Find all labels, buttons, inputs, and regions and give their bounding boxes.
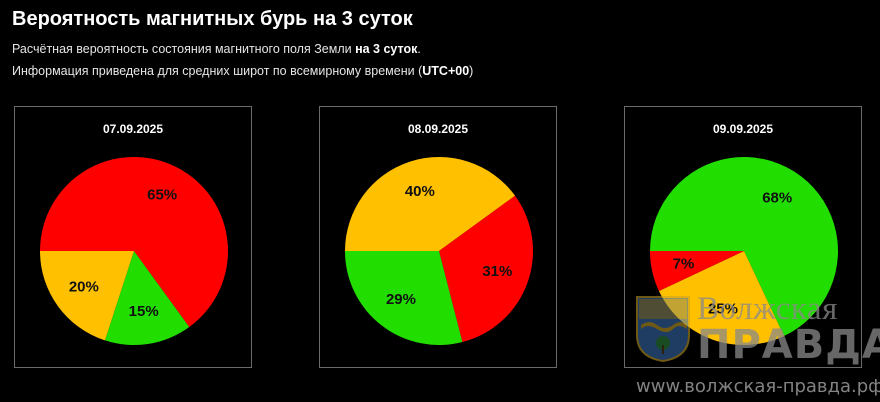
description-text: Расчётная вероятность состояния магнитно… <box>12 42 356 56</box>
watermark-name: Волжская <box>697 291 838 327</box>
forecast-panel-day-1: 07.09.2025 65% 15% 20% <box>14 106 252 368</box>
pie-slice <box>345 251 463 345</box>
panel-date: 08.09.2025 <box>407 122 469 136</box>
forecast-panel-day-3: 09.09.2025 68% 25% 7% <box>624 106 862 368</box>
description-text: . <box>417 42 421 56</box>
watermark-url: www.волжская-правда.рф <box>636 376 880 397</box>
slice-label: 15% <box>129 303 159 320</box>
city-coat-of-arms-icon <box>636 296 690 363</box>
forecast-panel-day-2: 08.09.2025 40% 31% 29% <box>319 106 557 368</box>
slice-label: 20% <box>69 278 99 295</box>
pie-slice <box>650 251 744 292</box>
pie-chart: 65% 15% 20% <box>40 157 229 345</box>
watermark-name: ПРАВДА <box>697 322 880 368</box>
slice-label: 65% <box>147 187 177 204</box>
pie-slice <box>650 156 838 337</box>
panel-date: 09.09.2025 <box>712 122 774 136</box>
pie-slice <box>439 195 533 343</box>
page-title: Вероятность магнитных бурь на 3 суток <box>12 8 413 30</box>
slice-label: 40% <box>405 183 435 200</box>
slice-label: 7% <box>673 255 695 272</box>
pie-slice <box>658 251 785 345</box>
pie-chart: 40% 31% 29% <box>345 157 533 345</box>
panel-date: 07.09.2025 <box>102 122 164 136</box>
description-line-1: Расчётная вероятность состояния магнитно… <box>12 42 421 56</box>
pie-slice <box>345 157 516 251</box>
slice-label: 31% <box>482 263 512 280</box>
slice-label: 25% <box>708 300 738 317</box>
pie-slice <box>40 251 134 341</box>
pie-slice <box>104 251 190 345</box>
description-text: Информация приведена для средних широт п… <box>12 64 423 78</box>
timezone-label: UTC+00 <box>422 64 470 78</box>
slice-label: 29% <box>386 291 416 308</box>
description-text: ) <box>469 64 474 78</box>
description-emphasis: на 3 суток <box>355 42 418 56</box>
description-line-2: Информация приведена для средних широт п… <box>12 64 473 78</box>
slice-label: 68% <box>762 190 792 207</box>
pie-slice <box>40 157 229 328</box>
pie-chart: 68% 25% 7% <box>650 156 838 345</box>
